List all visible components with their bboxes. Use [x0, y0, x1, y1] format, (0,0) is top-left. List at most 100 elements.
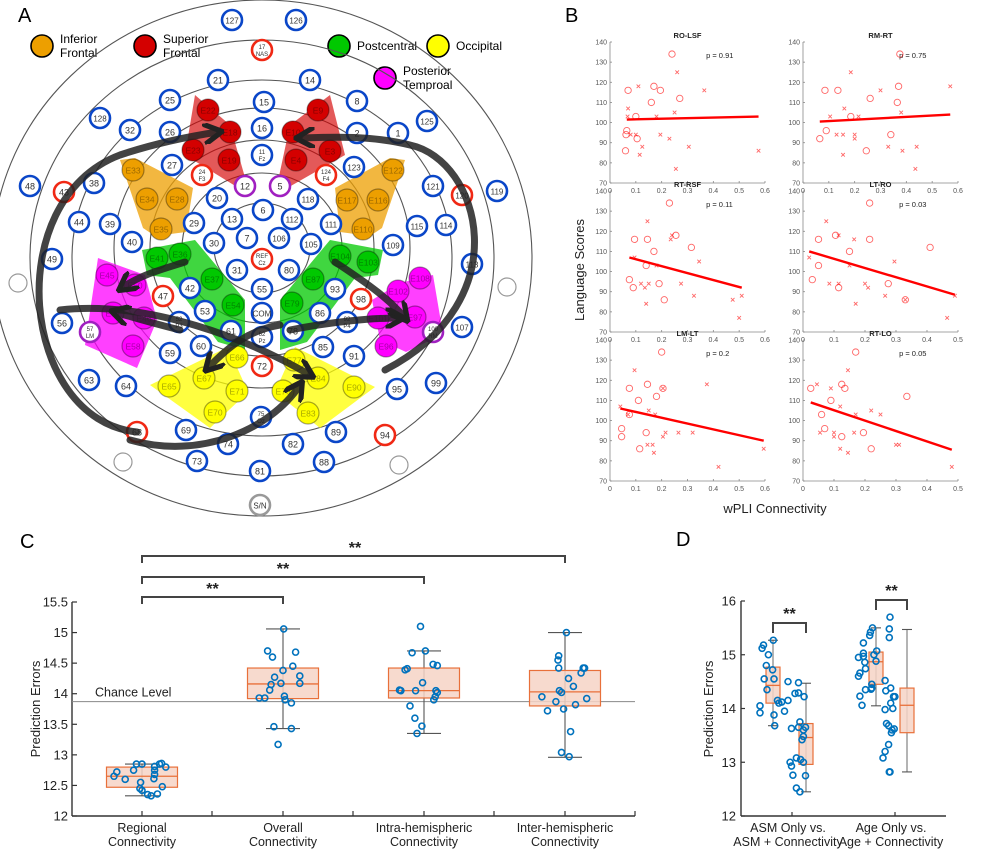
region-electrode-label: E41 [149, 254, 164, 264]
scatter-point-cross [673, 166, 678, 172]
regression-line [819, 113, 951, 123]
electrode [160, 153, 184, 177]
electrode-label: 31 [232, 266, 242, 276]
y-tick-label: 90 [792, 438, 800, 445]
data-point [789, 771, 797, 779]
scatter-point-cross [672, 110, 677, 115]
region-electrode [157, 374, 181, 398]
y-tick-label: 110 [789, 100, 800, 107]
data-point [406, 702, 414, 710]
legend-swatch-postcentral [327, 34, 351, 58]
electrode-label: 25 [165, 96, 175, 106]
box-intra-hemispheric [387, 622, 461, 738]
y-tick-label: 12 [722, 809, 736, 824]
scatter-point-circle [827, 396, 835, 405]
box [854, 624, 884, 710]
chance-level-label: Chance Level [95, 686, 171, 700]
scatter-subplot-rt-lo: 70 80 90 100 110 120 130 140 0 0.1 0.2 0.3 0.4 0.5 RT-… [788, 329, 963, 493]
data-point [780, 707, 789, 715]
x-tick-label: Connectivity [390, 835, 459, 849]
scatter-point-cross [704, 382, 709, 387]
scatter-point-cross [899, 110, 904, 115]
data-point [582, 694, 591, 703]
electrode-label: 109 [386, 242, 400, 251]
scatter-point-cross [836, 233, 841, 238]
significance-stars: ** [885, 583, 898, 600]
data-point [770, 721, 779, 730]
region-electrode-label: E28 [169, 195, 184, 205]
region-electrode [196, 98, 220, 122]
x-tick-label: 0.5 [734, 486, 744, 493]
subplot-title: RT-RSF [674, 180, 702, 189]
y-tick-label: 100 [595, 120, 607, 127]
y-tick-label: 100 [788, 120, 800, 127]
region-electrode-label: E33 [125, 166, 140, 176]
electrode-label: LM [86, 334, 94, 340]
scatter-point-cross [903, 297, 908, 302]
electrode-label: P4 [343, 324, 351, 330]
region-electrode-label: E116 [368, 196, 387, 206]
electrode-label: 30 [209, 239, 219, 249]
y-axis-label: Language Scores [572, 219, 587, 321]
y-tick-label: 120 [788, 229, 800, 236]
x-tick-label: 0.5 [927, 188, 937, 195]
data-point [860, 658, 869, 667]
electrode-label: 1 [395, 129, 400, 139]
electrode-label: 123 [347, 164, 361, 173]
scatter-point-cross [669, 233, 675, 238]
x-tick-label: Connectivity [531, 835, 600, 849]
electrode-label: 80 [284, 266, 294, 276]
scatter-point-cross [690, 430, 695, 435]
data-point [885, 625, 894, 633]
scatter-point-cross [645, 219, 650, 224]
x-tick-label: 0.3 [891, 486, 901, 493]
scatter-point-cross [625, 114, 630, 119]
scatter-point-circle [896, 50, 904, 58]
scatter-point-cross [625, 412, 631, 417]
panel-label-c: C [20, 531, 34, 553]
scatter-point-cross [660, 434, 666, 439]
electrode [158, 88, 182, 112]
scatter-point-circle [668, 50, 676, 58]
electrode [220, 207, 244, 231]
panel-label-b: B [565, 5, 578, 27]
electrode [281, 432, 305, 456]
region-electrode-label: E19 [221, 156, 236, 166]
region-electrode-label: E90 [346, 383, 361, 393]
legend-label: Superior [163, 32, 208, 46]
electrode-label: 5 [277, 182, 282, 192]
electrode [267, 226, 291, 250]
data-point [408, 648, 416, 657]
scatter-point-cross [853, 412, 858, 417]
scatter-point-circle [687, 243, 696, 252]
scatter-point-cross [900, 148, 905, 153]
data-point [566, 727, 575, 736]
electrode [233, 174, 257, 198]
data-point [792, 784, 801, 792]
electrode-label: 6 [260, 206, 265, 216]
y-tick-label: 12 [54, 809, 68, 824]
electrode-label: 114 [440, 222, 453, 231]
electrode [373, 423, 397, 447]
y-tick-label: 70 [792, 330, 800, 337]
electrode-label: 42 [185, 284, 195, 294]
x-tick-label: ASM Only vs. [750, 821, 826, 835]
data-point [569, 682, 578, 691]
y-tick-label: 90 [599, 289, 607, 296]
scalp-contour [71, 79, 453, 437]
data-point [280, 692, 289, 700]
electrode-label: 15 [259, 98, 269, 108]
region-electrode-label: E67 [196, 374, 211, 384]
region-electrode-label: E54 [225, 301, 240, 311]
region-electrode-label: E71 [229, 387, 244, 397]
electrode-label: 17 [259, 45, 266, 51]
data-point [756, 708, 764, 717]
electrode [67, 210, 91, 234]
x-tick-label: 0.4 [901, 188, 911, 195]
data-point [787, 724, 796, 733]
electrode [250, 38, 274, 62]
electrode-label: 99 [431, 379, 441, 389]
electrode-label: 128 [93, 115, 107, 124]
x-tick-label: Intra-hemispheric [376, 821, 473, 835]
region-electrode-label: E18 [222, 128, 237, 138]
